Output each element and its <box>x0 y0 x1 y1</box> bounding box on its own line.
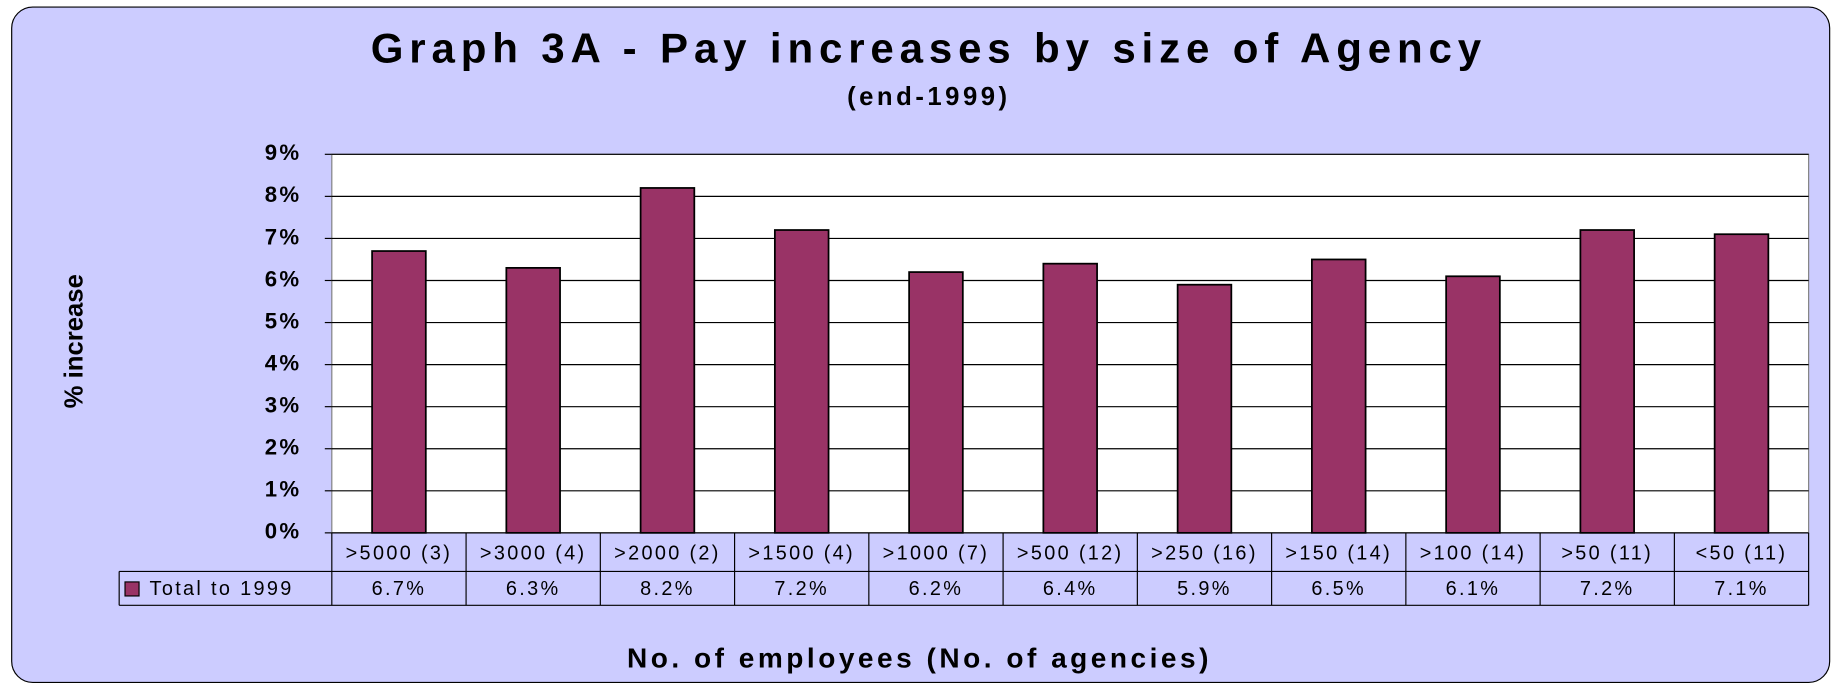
y-tick-label: 3% <box>265 393 302 418</box>
y-tick-label: 7% <box>265 224 302 249</box>
y-tick-label: 4% <box>265 350 302 375</box>
x-tick-label: >500 (12) <box>1017 543 1124 565</box>
value-label: 7.2% <box>1580 578 1635 600</box>
bar <box>639 187 696 534</box>
value-label: 6.2% <box>909 578 964 600</box>
bar <box>1445 275 1501 534</box>
bar <box>908 271 964 534</box>
value-label: 5.9% <box>1177 578 1232 600</box>
x-tick-label: >1500 (4) <box>748 543 855 565</box>
x-tick-label: >1000 (7) <box>883 543 990 565</box>
legend-swatch <box>124 581 140 597</box>
y-axis-label: % increase <box>61 274 89 408</box>
chart-subtitle: (end-1999) <box>847 83 1011 111</box>
x-tick-label: >50 (11) <box>1561 543 1653 565</box>
bar <box>1311 258 1367 534</box>
chart-title: Graph 3A - Pay increases by size of Agen… <box>371 25 1487 72</box>
bar <box>1713 233 1770 534</box>
bar <box>371 250 427 534</box>
x-tick-label: >5000 (3) <box>346 543 453 565</box>
value-label: 7.1% <box>1714 578 1769 600</box>
value-label: 6.4% <box>1043 578 1098 600</box>
y-tick-label: 9% <box>265 140 302 165</box>
value-label: 6.1% <box>1446 578 1501 600</box>
y-tick-label: 6% <box>265 266 302 291</box>
y-tick-label: 5% <box>265 308 302 333</box>
bar <box>505 266 561 534</box>
y-tick-label: 0% <box>265 519 302 544</box>
x-tick-label: >2000 (2) <box>614 543 721 565</box>
value-label: 6.7% <box>372 578 427 600</box>
bar <box>773 229 830 534</box>
x-tick-label: >3000 (4) <box>480 543 587 565</box>
value-label: 8.2% <box>640 578 695 600</box>
x-tick-label: >100 (14) <box>1420 543 1527 565</box>
value-label: 6.3% <box>506 578 561 600</box>
x-tick-label: <50 (11) <box>1696 543 1788 565</box>
bar <box>1042 262 1098 534</box>
value-label: 7.2% <box>774 578 829 600</box>
bar <box>1176 283 1233 534</box>
x-tick-label: >250 (16) <box>1151 543 1258 565</box>
x-tick-label: >150 (14) <box>1285 543 1392 565</box>
bar <box>1579 229 1635 534</box>
legend-label: Total to 1999 <box>150 578 294 600</box>
value-label: 6.5% <box>1311 578 1366 600</box>
y-tick-label: 1% <box>265 477 302 502</box>
x-axis-label: No. of employees (No. of agencies) <box>627 643 1212 674</box>
y-tick-label: 8% <box>265 182 302 207</box>
y-tick-label: 2% <box>265 435 302 460</box>
